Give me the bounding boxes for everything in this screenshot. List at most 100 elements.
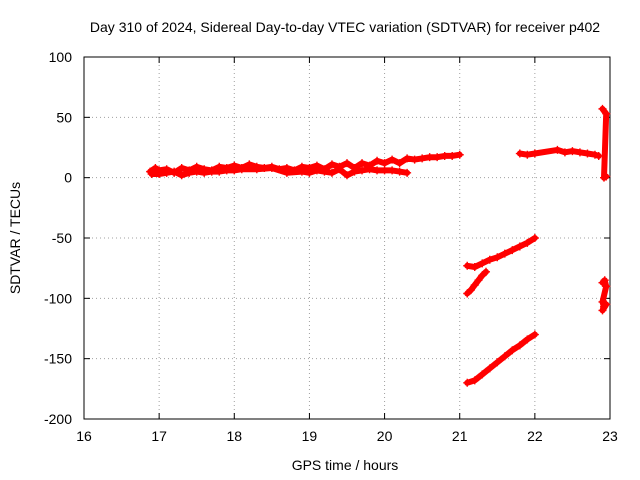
y-tick-label: 0 (64, 170, 72, 186)
tick-layer: 16 17 18 19 20 21 22 23 100 50 0 -50 -100 -150 -200 (44, 49, 618, 444)
data-point (200, 168, 209, 177)
data-point (403, 168, 412, 177)
y-axis-label: SDTVAR / TECUs (7, 182, 23, 294)
data-point (478, 259, 487, 268)
data-marks (146, 104, 611, 387)
data-point (335, 165, 344, 174)
series-2 (147, 164, 412, 180)
data-point (594, 151, 603, 160)
data-point (530, 149, 539, 158)
data-point (485, 255, 494, 264)
data-point (147, 170, 156, 179)
data-point (602, 300, 611, 309)
data-point (463, 289, 472, 298)
data-point (267, 164, 276, 173)
data-point (448, 151, 457, 160)
y-tick-label: 100 (49, 49, 73, 65)
data-point (508, 346, 517, 355)
data-point (358, 166, 367, 175)
y-tick-label: -150 (44, 351, 72, 367)
data-point (553, 145, 562, 154)
x-tick-label: 23 (602, 428, 618, 444)
data-point (493, 253, 502, 262)
data-point (388, 155, 397, 164)
data-point (327, 168, 336, 177)
x-tick-label: 18 (226, 428, 242, 444)
data-point (358, 159, 367, 168)
x-axis-label: GPS time / hours (292, 457, 399, 473)
data-point (470, 376, 479, 385)
data-point (485, 364, 494, 373)
data-point (312, 166, 321, 175)
data-point (215, 167, 224, 176)
data-point (343, 171, 351, 180)
series-band (464, 331, 538, 386)
data-point (440, 151, 449, 160)
data-point (425, 153, 434, 162)
data-point (500, 249, 509, 258)
data-point (482, 267, 491, 276)
data-point (185, 168, 194, 177)
data-point (343, 159, 351, 168)
data-point (327, 160, 336, 169)
y-tick-label: 50 (56, 109, 72, 125)
data-point (466, 285, 475, 294)
data-point (282, 168, 291, 177)
data-point (602, 109, 611, 118)
data-point (350, 167, 359, 176)
data-point (470, 281, 479, 290)
x-tick-label: 21 (452, 428, 468, 444)
data-point (373, 156, 382, 165)
data-point (598, 306, 607, 315)
data-point (493, 358, 502, 367)
chart-title: Day 310 of 2024, Sidereal Day-to-day VTE… (90, 19, 600, 35)
data-point (568, 147, 577, 156)
data-point (470, 262, 479, 271)
data-point (515, 149, 524, 158)
series-4 (598, 104, 611, 182)
data-point (177, 171, 186, 180)
data-point (207, 167, 216, 176)
data-point (515, 341, 524, 350)
data-point (155, 170, 164, 179)
data-point (380, 159, 389, 168)
data-point (590, 150, 599, 159)
data-point (395, 167, 404, 176)
data-point (305, 168, 314, 177)
data-point (365, 165, 374, 174)
data-point (388, 166, 397, 175)
data-point (463, 378, 472, 387)
x-tick-label: 19 (302, 428, 318, 444)
data-point (530, 330, 539, 339)
data-point (602, 282, 611, 291)
data-point (530, 234, 539, 242)
data-point (433, 153, 442, 162)
series-6 (463, 267, 491, 298)
y-tick-label: -200 (44, 411, 72, 427)
data-point (230, 166, 239, 175)
data-point (598, 104, 607, 113)
data-point (515, 242, 524, 251)
data-point (222, 166, 231, 175)
data-point (320, 167, 329, 176)
series-band (464, 235, 538, 270)
data-point (410, 155, 419, 164)
data-point (373, 166, 382, 175)
data-point (478, 370, 487, 379)
data-point (508, 246, 517, 255)
data-point (500, 352, 509, 361)
data-point (297, 167, 306, 176)
x-tick-label: 20 (377, 428, 393, 444)
series-band (599, 105, 610, 181)
data-point (237, 165, 246, 174)
x-tick-label: 22 (527, 428, 543, 444)
data-point (523, 335, 532, 344)
data-point (418, 154, 427, 163)
data-point (463, 261, 472, 270)
data-point (600, 276, 609, 285)
data-point (474, 276, 483, 285)
y-tick-label: -50 (52, 230, 72, 246)
data-point (252, 165, 261, 174)
data-point (177, 164, 186, 173)
